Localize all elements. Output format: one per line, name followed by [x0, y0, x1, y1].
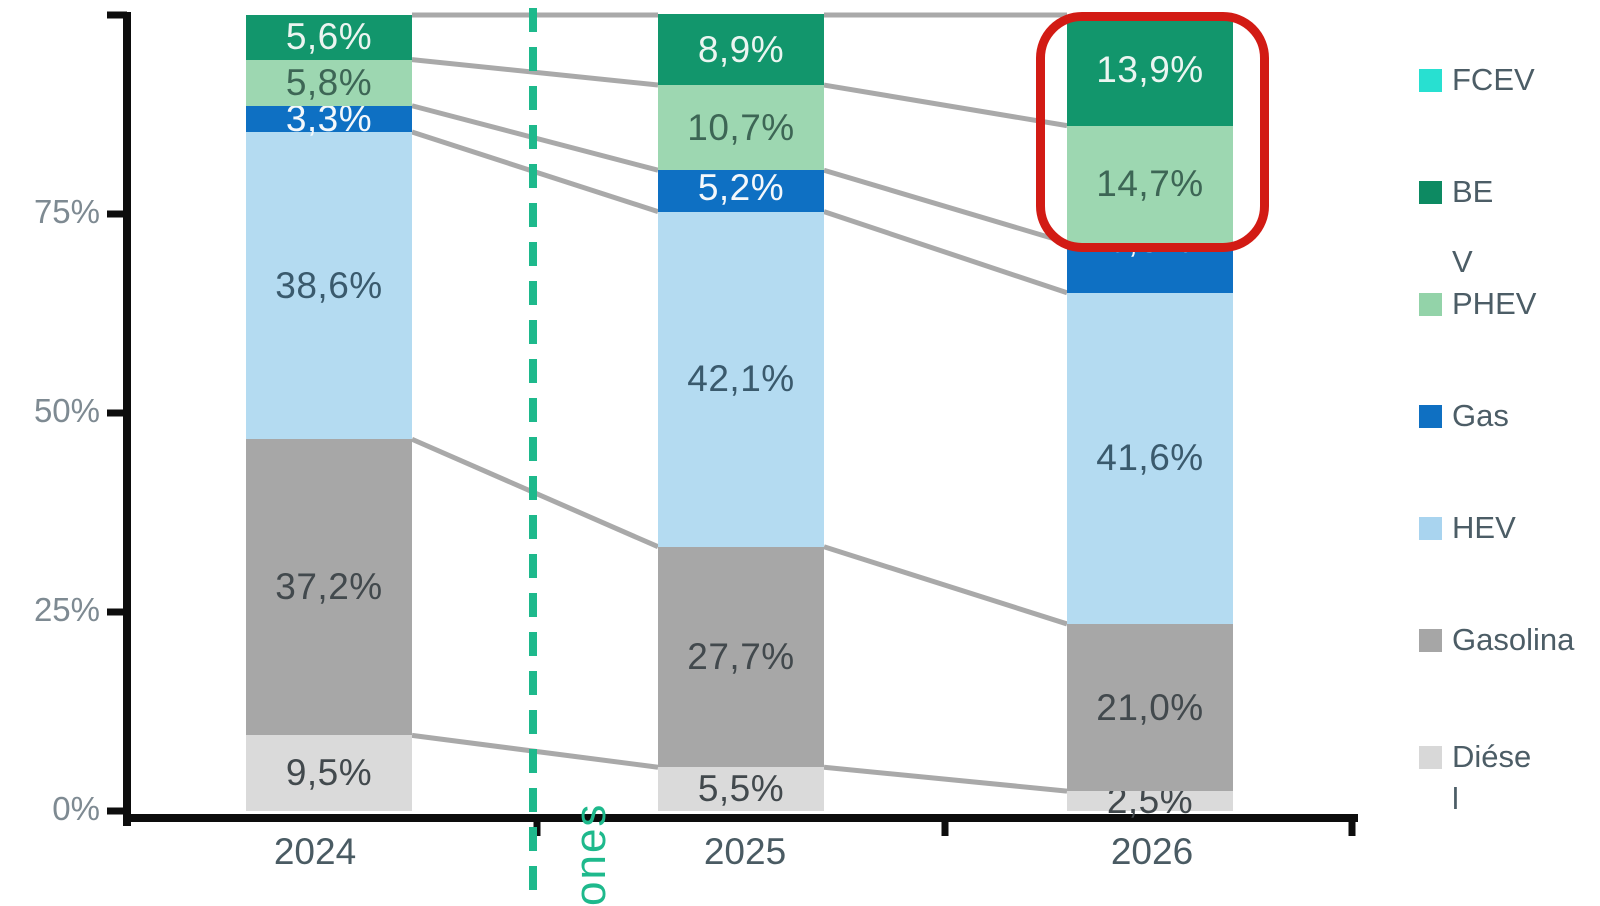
rotated-annotation-text: ones	[566, 802, 615, 906]
connector-line	[823, 82, 1068, 129]
connector-line	[823, 167, 1068, 246]
connector-line	[411, 57, 659, 88]
connector-line	[823, 544, 1068, 627]
connector-line	[823, 764, 1068, 794]
highlight-ellipse	[1036, 12, 1269, 252]
connector-line	[823, 209, 1068, 296]
